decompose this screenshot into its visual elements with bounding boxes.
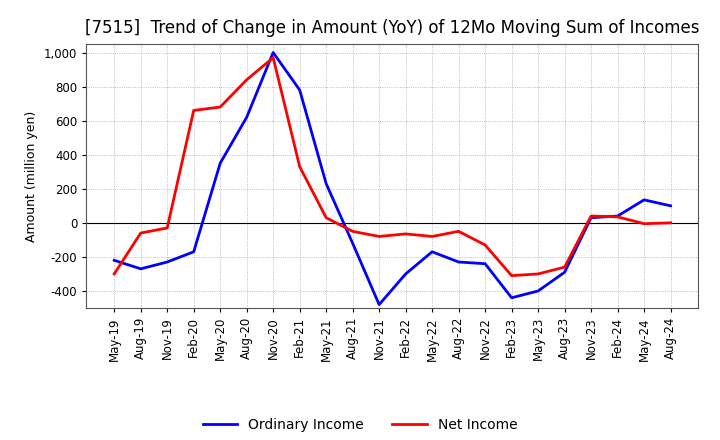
Ordinary Income (163, 259, 171, 264)
Net Income (269, 55, 277, 60)
Ordinary Income (481, 261, 490, 266)
Net Income (454, 229, 463, 234)
Ordinary Income (587, 215, 595, 220)
Ordinary Income (401, 271, 410, 277)
Ordinary Income (454, 259, 463, 264)
Net Income (136, 231, 145, 236)
Ordinary Income (428, 249, 436, 254)
Ordinary Income (348, 241, 357, 246)
Net Income (613, 214, 622, 220)
Line: Net Income: Net Income (114, 58, 670, 275)
Ordinary Income (640, 197, 649, 202)
Net Income (534, 271, 542, 277)
Ordinary Income (295, 88, 304, 93)
Ordinary Income (110, 258, 119, 263)
Net Income (640, 221, 649, 226)
Net Income (375, 234, 384, 239)
Legend: Ordinary Income, Net Income: Ordinary Income, Net Income (197, 412, 523, 437)
Net Income (163, 225, 171, 231)
Net Income (295, 164, 304, 169)
Ordinary Income (136, 266, 145, 271)
Ordinary Income (216, 161, 225, 166)
Net Income (348, 229, 357, 234)
Y-axis label: Amount (million yen): Amount (million yen) (25, 110, 38, 242)
Net Income (243, 77, 251, 82)
Title: [7515]  Trend of Change in Amount (YoY) of 12Mo Moving Sum of Incomes: [7515] Trend of Change in Amount (YoY) o… (85, 19, 700, 37)
Ordinary Income (189, 249, 198, 254)
Ordinary Income (375, 302, 384, 307)
Ordinary Income (508, 295, 516, 301)
Net Income (587, 213, 595, 219)
Ordinary Income (269, 50, 277, 55)
Ordinary Income (243, 114, 251, 120)
Net Income (110, 271, 119, 277)
Ordinary Income (322, 181, 330, 186)
Net Income (666, 220, 675, 225)
Net Income (216, 104, 225, 110)
Ordinary Income (613, 213, 622, 219)
Net Income (481, 242, 490, 248)
Net Income (508, 273, 516, 278)
Net Income (428, 234, 436, 239)
Net Income (189, 108, 198, 113)
Ordinary Income (534, 288, 542, 293)
Ordinary Income (560, 270, 569, 275)
Line: Ordinary Income: Ordinary Income (114, 52, 670, 304)
Net Income (560, 264, 569, 270)
Net Income (322, 215, 330, 220)
Ordinary Income (666, 203, 675, 209)
Net Income (401, 231, 410, 237)
